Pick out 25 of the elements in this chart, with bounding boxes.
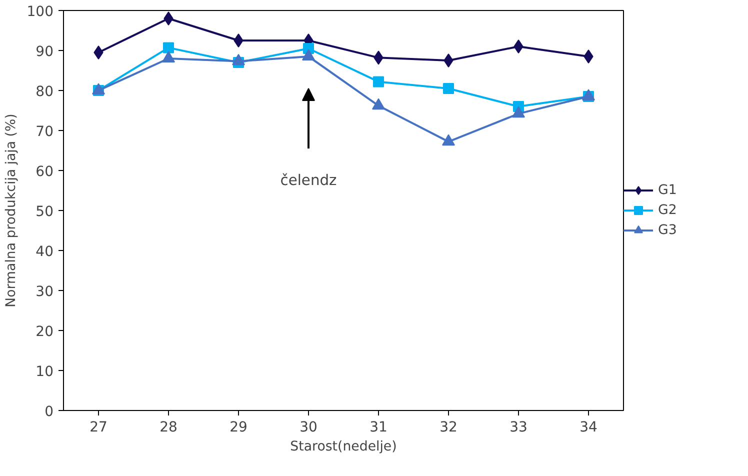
y-tick-label: 0 bbox=[44, 404, 54, 420]
y-tick-label: 20 bbox=[36, 324, 54, 340]
y-tick-label: 70 bbox=[36, 124, 54, 140]
y-tick-label: 90 bbox=[36, 44, 54, 60]
legend-label: G2 bbox=[658, 202, 678, 218]
y-tick-label: 80 bbox=[36, 84, 54, 100]
y-tick-label: 60 bbox=[36, 164, 54, 180]
x-tick-label: 31 bbox=[370, 420, 388, 436]
annotation: čelendz bbox=[280, 172, 338, 189]
x-tick-label: 28 bbox=[160, 420, 178, 436]
y-tick-label: 40 bbox=[36, 244, 54, 260]
x-tick-label: 34 bbox=[580, 420, 598, 436]
x-tick-label: 27 bbox=[90, 420, 108, 436]
y-tick-label: 100 bbox=[26, 4, 54, 20]
y-tick-label: 30 bbox=[36, 284, 54, 300]
y-axis-title: Normalna produkcija jaja (%) bbox=[4, 114, 19, 308]
y-tick-label: 50 bbox=[36, 204, 54, 220]
x-tick-label: 30 bbox=[300, 420, 318, 436]
legend-label: G3 bbox=[658, 222, 678, 238]
legend-label: G1 bbox=[658, 182, 678, 198]
x-tick-label: 33 bbox=[510, 420, 528, 436]
x-tick-label: 32 bbox=[440, 420, 458, 436]
x-axis-title: Starost(nedelje) bbox=[290, 440, 397, 454]
x-tick-label: 29 bbox=[230, 420, 248, 436]
y-tick-label: 10 bbox=[36, 364, 54, 380]
